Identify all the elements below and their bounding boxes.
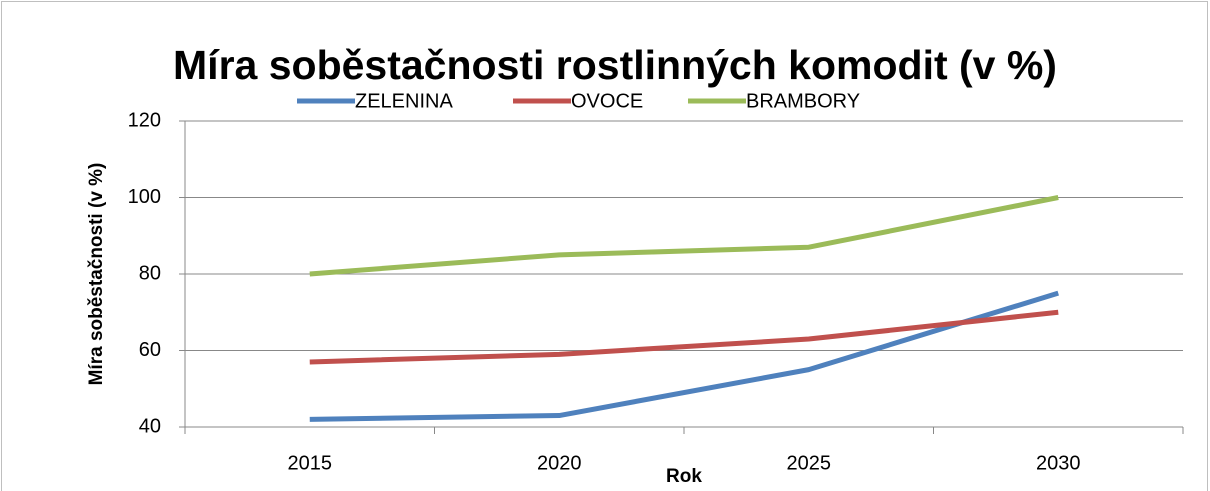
legend-label: BRAMBORY <box>746 90 860 112</box>
legend-label: ZELENINA <box>355 90 453 112</box>
chart-title: Míra soběstačnosti rostlinných komodit (… <box>173 42 1057 88</box>
y-tick-label: 100 <box>128 186 161 208</box>
y-tick-label: 60 <box>139 339 161 361</box>
x-tick-label: 2020 <box>537 452 582 474</box>
x-tick-label: 2025 <box>787 452 832 474</box>
x-tick-label: 2015 <box>288 452 333 474</box>
series-line <box>309 195 1059 277</box>
legend-label: OVOCE <box>571 90 643 112</box>
y-tick-label: 120 <box>128 109 161 131</box>
series-line <box>309 309 1059 365</box>
y-tick-label: 40 <box>139 415 161 437</box>
x-axis-label: Rok <box>666 466 702 487</box>
y-tick-label: 80 <box>139 262 161 284</box>
series-line <box>309 290 1059 422</box>
y-axis-label: Míra soběstačnosti (v %) <box>86 163 107 386</box>
x-tick-label: 2030 <box>1036 452 1081 474</box>
